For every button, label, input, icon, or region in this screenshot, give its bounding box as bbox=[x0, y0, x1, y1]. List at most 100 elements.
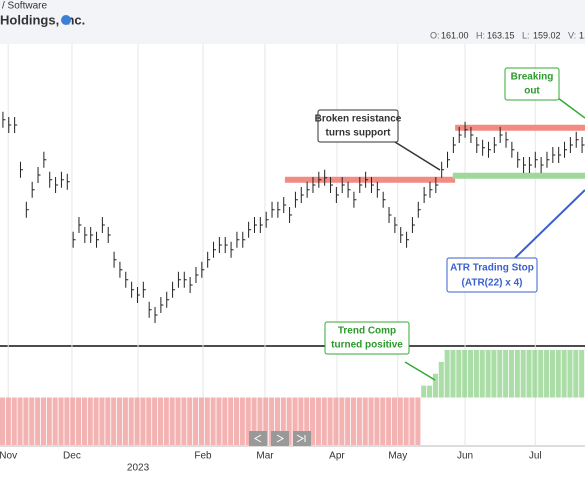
price-bar bbox=[487, 141, 491, 158]
price-bar bbox=[259, 217, 263, 233]
readout-key: H: bbox=[476, 30, 485, 40]
price-bar bbox=[43, 151, 47, 168]
readout-value: 161.00 bbox=[441, 30, 469, 40]
price-bar bbox=[312, 177, 316, 193]
trend-bar bbox=[526, 350, 532, 398]
price-bar bbox=[452, 137, 456, 153]
readout-value: 1.2 bbox=[579, 30, 585, 40]
price-bar bbox=[78, 217, 82, 233]
annotation: turned positive bbox=[331, 340, 403, 351]
trend-bar bbox=[362, 397, 368, 445]
trend-bar bbox=[234, 397, 240, 445]
annotation: (ATR(22) x 4) bbox=[462, 278, 523, 289]
price-bar bbox=[60, 171, 64, 188]
readout-key: O: bbox=[430, 30, 440, 40]
price-bar bbox=[119, 261, 123, 278]
price-bar bbox=[49, 171, 53, 188]
scroll-end[interactable] bbox=[293, 431, 311, 446]
arrow bbox=[557, 97, 585, 119]
price-bar bbox=[242, 231, 246, 248]
price-bar bbox=[540, 157, 544, 173]
price-bar bbox=[370, 177, 374, 193]
scroll-left[interactable] bbox=[249, 431, 267, 446]
trend-bar bbox=[99, 397, 105, 445]
price-bar bbox=[177, 271, 181, 288]
price-bar bbox=[353, 191, 357, 208]
trend-bar bbox=[111, 397, 117, 445]
readout-key: V: bbox=[568, 30, 576, 40]
price-bar bbox=[376, 181, 380, 198]
price-bar bbox=[564, 141, 568, 158]
trend-bar bbox=[245, 397, 251, 445]
price-bar bbox=[277, 201, 281, 218]
price-bar bbox=[382, 191, 386, 208]
x-tick-label: Feb bbox=[194, 451, 212, 462]
trend-bar bbox=[269, 397, 275, 445]
price-bar bbox=[2, 111, 6, 128]
trend-bar bbox=[345, 397, 351, 445]
trend-bar bbox=[356, 397, 362, 445]
trend-bar bbox=[292, 397, 298, 445]
price-bar bbox=[236, 231, 240, 248]
trend-bar bbox=[298, 397, 304, 445]
trend-bar bbox=[503, 350, 509, 398]
price-bar bbox=[411, 217, 415, 233]
price-bar bbox=[84, 227, 88, 243]
arrows bbox=[394, 97, 585, 381]
trend-bar bbox=[70, 397, 76, 445]
price-bar bbox=[435, 177, 439, 193]
price-bar bbox=[335, 187, 339, 203]
trend-bar bbox=[374, 397, 380, 445]
price-bar bbox=[289, 207, 293, 223]
trend-bar bbox=[58, 397, 64, 445]
scroll-buttons bbox=[249, 431, 311, 446]
ohlc-readout: O:161.00 H:163.15 L:159.02 V:1.2 bbox=[430, 30, 585, 40]
price-bar bbox=[470, 127, 474, 143]
trend-bar bbox=[198, 397, 204, 445]
trend-bar bbox=[157, 397, 163, 445]
trend-bar bbox=[263, 397, 269, 445]
price-bar bbox=[37, 167, 41, 183]
trend-bar bbox=[152, 397, 158, 445]
annotation-box bbox=[446, 257, 538, 293]
price-bar bbox=[148, 301, 152, 318]
price-bar bbox=[294, 191, 298, 208]
price-bar bbox=[136, 287, 140, 303]
company: Holdings, Inc. bbox=[0, 12, 85, 27]
trend-bar bbox=[210, 397, 216, 445]
price-bar bbox=[476, 137, 480, 153]
price-bar bbox=[172, 281, 176, 298]
price-bar bbox=[125, 271, 129, 288]
trend-bar bbox=[520, 350, 526, 398]
trend-bar bbox=[315, 397, 321, 445]
add-icon[interactable] bbox=[61, 15, 71, 25]
annotation-box bbox=[324, 321, 410, 355]
price-bar bbox=[511, 141, 515, 158]
price-bar bbox=[482, 139, 486, 156]
trend-bar bbox=[567, 350, 573, 398]
price-bar bbox=[96, 231, 100, 248]
price-bar bbox=[306, 181, 310, 198]
price-bar bbox=[429, 181, 433, 198]
price-bar bbox=[19, 161, 23, 178]
price-bar bbox=[447, 151, 451, 168]
trend-bar bbox=[368, 397, 374, 445]
annotation: ATR Trading Stop bbox=[450, 263, 534, 274]
trend-bar bbox=[286, 397, 292, 445]
price-bar bbox=[347, 181, 351, 198]
price-bar bbox=[72, 231, 76, 248]
price-bar bbox=[8, 117, 12, 133]
header-bar bbox=[0, 0, 585, 44]
scroll-right[interactable] bbox=[271, 431, 289, 446]
trend-bar bbox=[573, 350, 579, 398]
x-tick-label: Jul bbox=[529, 451, 542, 462]
price-bar bbox=[224, 237, 228, 253]
price-bar bbox=[207, 251, 211, 268]
trend-bar bbox=[438, 361, 444, 398]
trend-bar bbox=[485, 350, 491, 398]
trend-bar bbox=[397, 397, 403, 445]
x-tick-label: Nov bbox=[0, 451, 17, 462]
trend-bar bbox=[251, 397, 257, 445]
annotation: Trend Comp bbox=[338, 326, 396, 337]
price-bar bbox=[569, 137, 573, 153]
